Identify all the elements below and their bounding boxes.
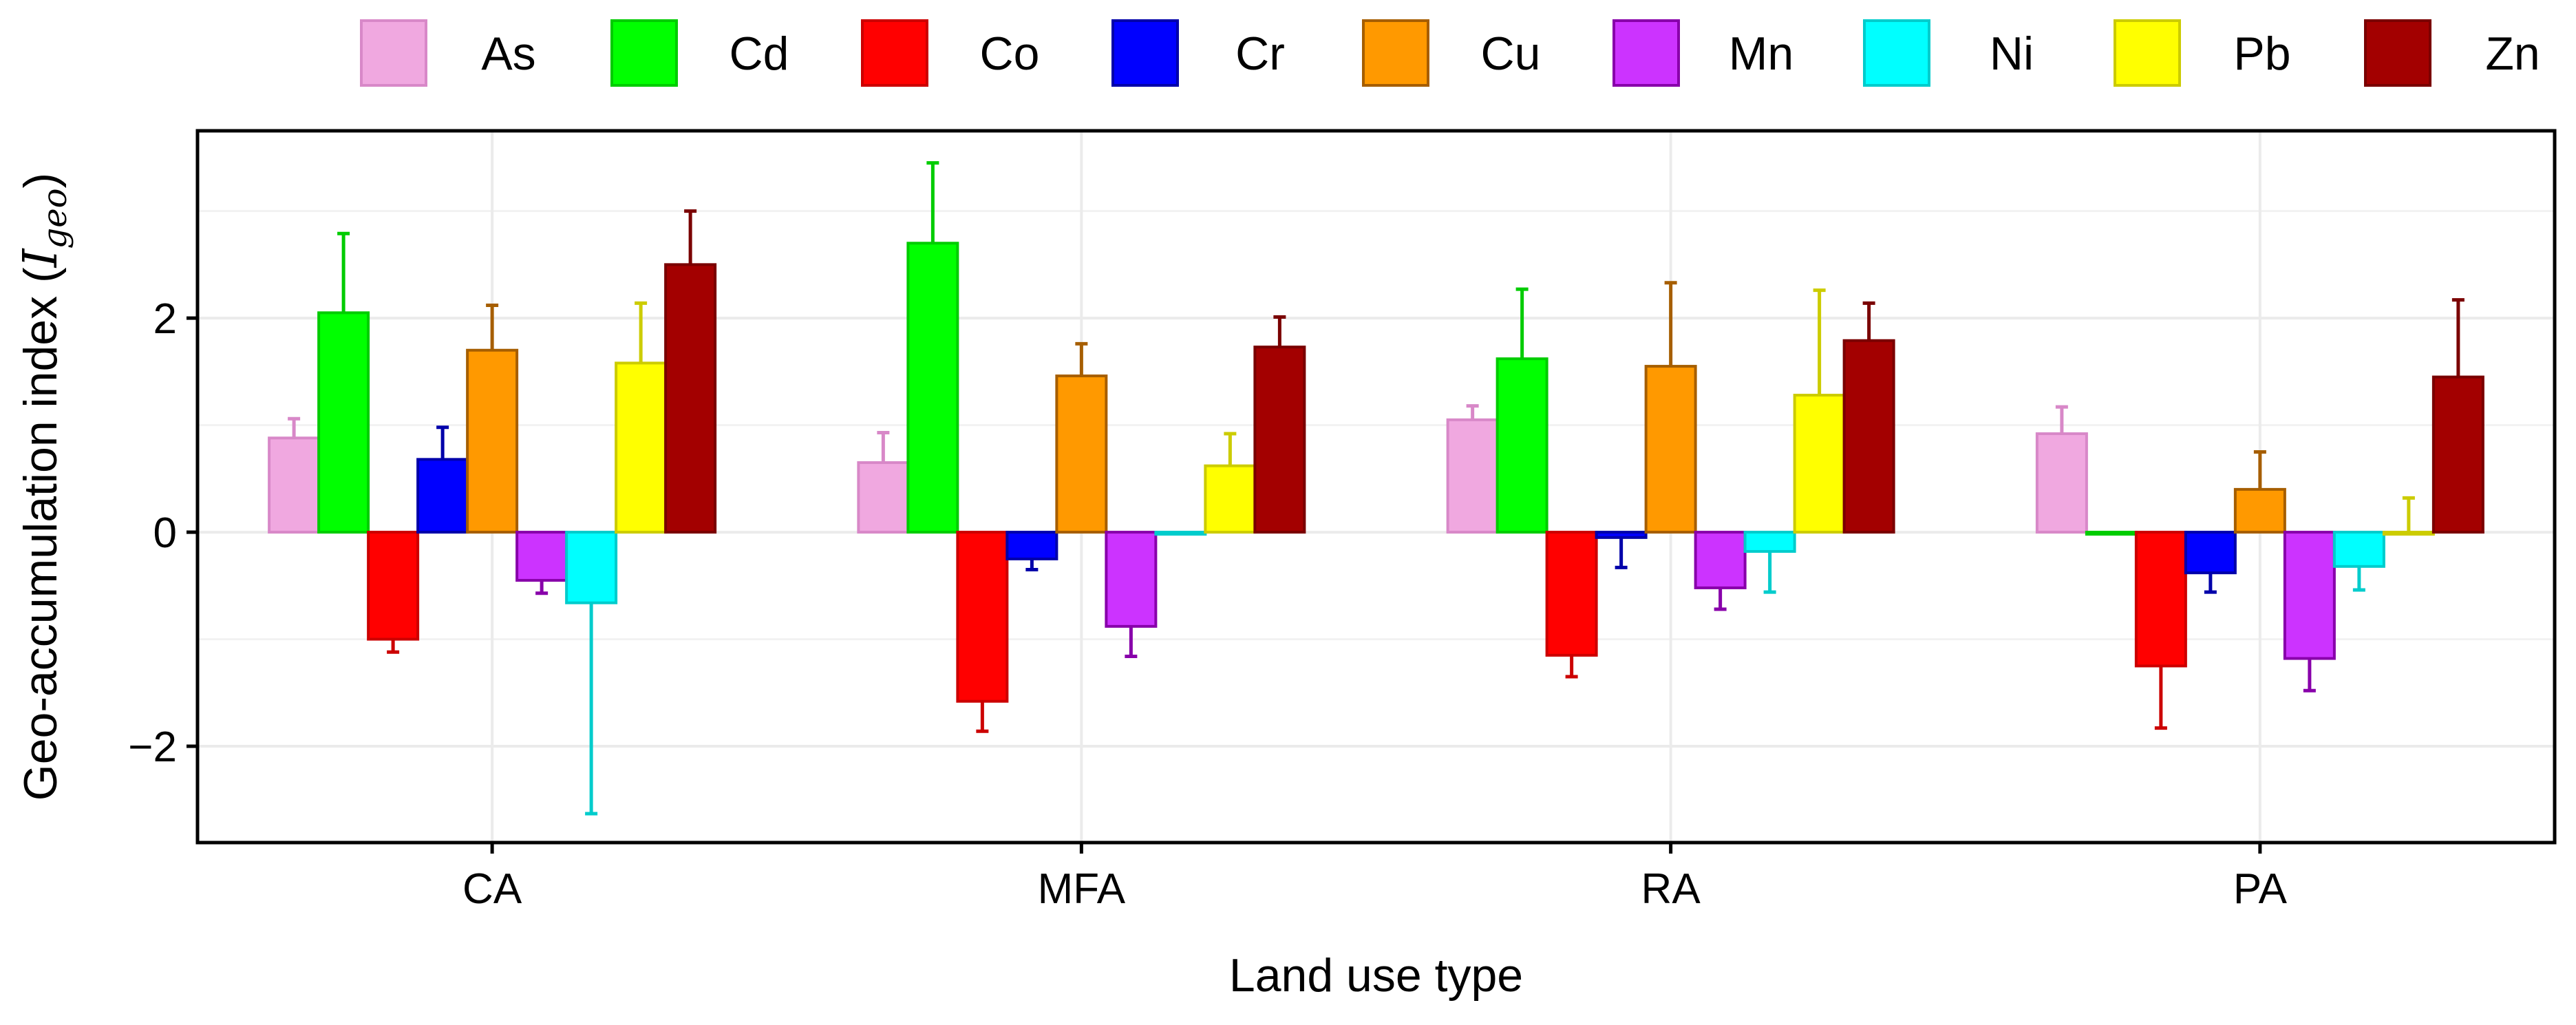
bar-ni-ca bbox=[565, 531, 618, 604]
legend-item-zn: Zn bbox=[2364, 19, 2540, 87]
bar-ni-mfa bbox=[1154, 531, 1207, 536]
legend-item-as: As bbox=[360, 19, 536, 87]
bar-cr-ra bbox=[1595, 531, 1648, 539]
legend: As Cd Co Cr Cu Mn Ni Pb Zn bbox=[360, 19, 2540, 87]
legend-item-co: Co bbox=[861, 19, 1040, 87]
grid bbox=[198, 131, 2555, 843]
legend-swatch bbox=[1362, 19, 1429, 87]
legend-swatch bbox=[2364, 19, 2431, 87]
x-axis: CA MFA RA PA bbox=[462, 843, 2288, 913]
bar-co-mfa bbox=[956, 531, 1009, 703]
legend-item-cu: Cu bbox=[1362, 19, 1541, 87]
bars bbox=[268, 242, 2484, 703]
bar-cd-ca bbox=[317, 311, 370, 534]
bar-as-pa bbox=[2035, 432, 2088, 534]
x-tick-label-pa: PA bbox=[2233, 865, 2288, 913]
bar-as-ra bbox=[1446, 418, 1499, 534]
bar-zn-ra bbox=[1842, 339, 1895, 534]
legend-swatch bbox=[1111, 19, 1179, 87]
bar-cu-mfa bbox=[1055, 374, 1108, 534]
legend-swatch bbox=[1612, 19, 1680, 87]
y-axis-title: Geo-accumulation index (Igeo) bbox=[14, 173, 74, 801]
legend-label: Cu bbox=[1481, 28, 1541, 80]
bar-cd-mfa bbox=[906, 242, 959, 534]
y-axis-title-symbol: I bbox=[14, 248, 68, 268]
bar-mn-ca bbox=[515, 531, 568, 582]
y-tick-label: 2 bbox=[153, 295, 177, 343]
bar-cr-pa bbox=[2184, 531, 2237, 575]
legend-swatch bbox=[861, 19, 928, 87]
legend-item-pb: Pb bbox=[2114, 19, 2291, 87]
bar-as-ca bbox=[268, 436, 321, 534]
bar-zn-ca bbox=[664, 263, 717, 534]
legend-item-cr: Cr bbox=[1111, 19, 1285, 87]
legend-label: Cr bbox=[1235, 28, 1285, 80]
legend-swatch bbox=[2114, 19, 2181, 87]
bar-pb-ca bbox=[615, 361, 668, 534]
bar-cu-ca bbox=[466, 348, 519, 534]
y-axis: −2 0 2 bbox=[128, 295, 198, 771]
plot-frame bbox=[195, 129, 2557, 845]
bar-pb-ra bbox=[1793, 394, 1846, 534]
legend-swatch bbox=[360, 19, 427, 87]
y-tick-label: 0 bbox=[153, 509, 177, 557]
bar-pb-pa bbox=[2382, 531, 2435, 536]
bar-cu-pa bbox=[2233, 487, 2286, 534]
legend-label: Mn bbox=[1729, 28, 1793, 80]
bar-pb-mfa bbox=[1204, 464, 1257, 534]
bar-zn-pa bbox=[2431, 375, 2484, 534]
legend-swatch bbox=[1863, 19, 1930, 87]
legend-item-ni: Ni bbox=[1863, 19, 2034, 87]
legend-label: Co bbox=[980, 28, 1040, 80]
legend-label: Ni bbox=[1990, 28, 2034, 80]
bar-co-pa bbox=[2134, 531, 2187, 668]
bar-ni-ra bbox=[1743, 531, 1796, 553]
y-axis-title-close: ) bbox=[14, 173, 67, 189]
error-bars bbox=[288, 161, 2465, 816]
bar-ni-pa bbox=[2332, 531, 2385, 568]
bar-cd-ra bbox=[1495, 357, 1548, 534]
y-axis-title-text: Geo-accumulation index ( bbox=[14, 267, 67, 801]
bar-cr-mfa bbox=[1005, 531, 1058, 560]
bar-as-mfa bbox=[857, 461, 910, 534]
x-axis-title: Land use type bbox=[1229, 949, 1523, 1002]
legend-swatch bbox=[610, 19, 678, 87]
y-tick-label: −2 bbox=[128, 723, 177, 771]
y-axis-title-subscript: geo bbox=[36, 188, 74, 249]
bar-mn-pa bbox=[2283, 531, 2336, 660]
bar-co-ra bbox=[1545, 531, 1598, 657]
bar-cr-ca bbox=[416, 458, 469, 534]
legend-label: As bbox=[481, 28, 535, 80]
x-tick-label-ca: CA bbox=[462, 865, 522, 913]
bar-co-ca bbox=[367, 531, 420, 641]
legend-label: Zn bbox=[2485, 28, 2540, 80]
legend-label: Pb bbox=[2233, 28, 2290, 80]
bar-mn-ra bbox=[1694, 531, 1747, 589]
bar-zn-mfa bbox=[1253, 346, 1306, 534]
bar-mn-mfa bbox=[1105, 531, 1158, 628]
legend-item-cd: Cd bbox=[610, 19, 789, 87]
x-tick-label-ra: RA bbox=[1641, 865, 1701, 913]
legend-item-mn: Mn bbox=[1612, 19, 1793, 87]
legend-label: Cd bbox=[730, 28, 789, 80]
bar-cd-pa bbox=[2085, 531, 2138, 536]
x-tick-label-mfa: MFA bbox=[1038, 865, 1126, 913]
bar-cu-ra bbox=[1644, 365, 1697, 534]
